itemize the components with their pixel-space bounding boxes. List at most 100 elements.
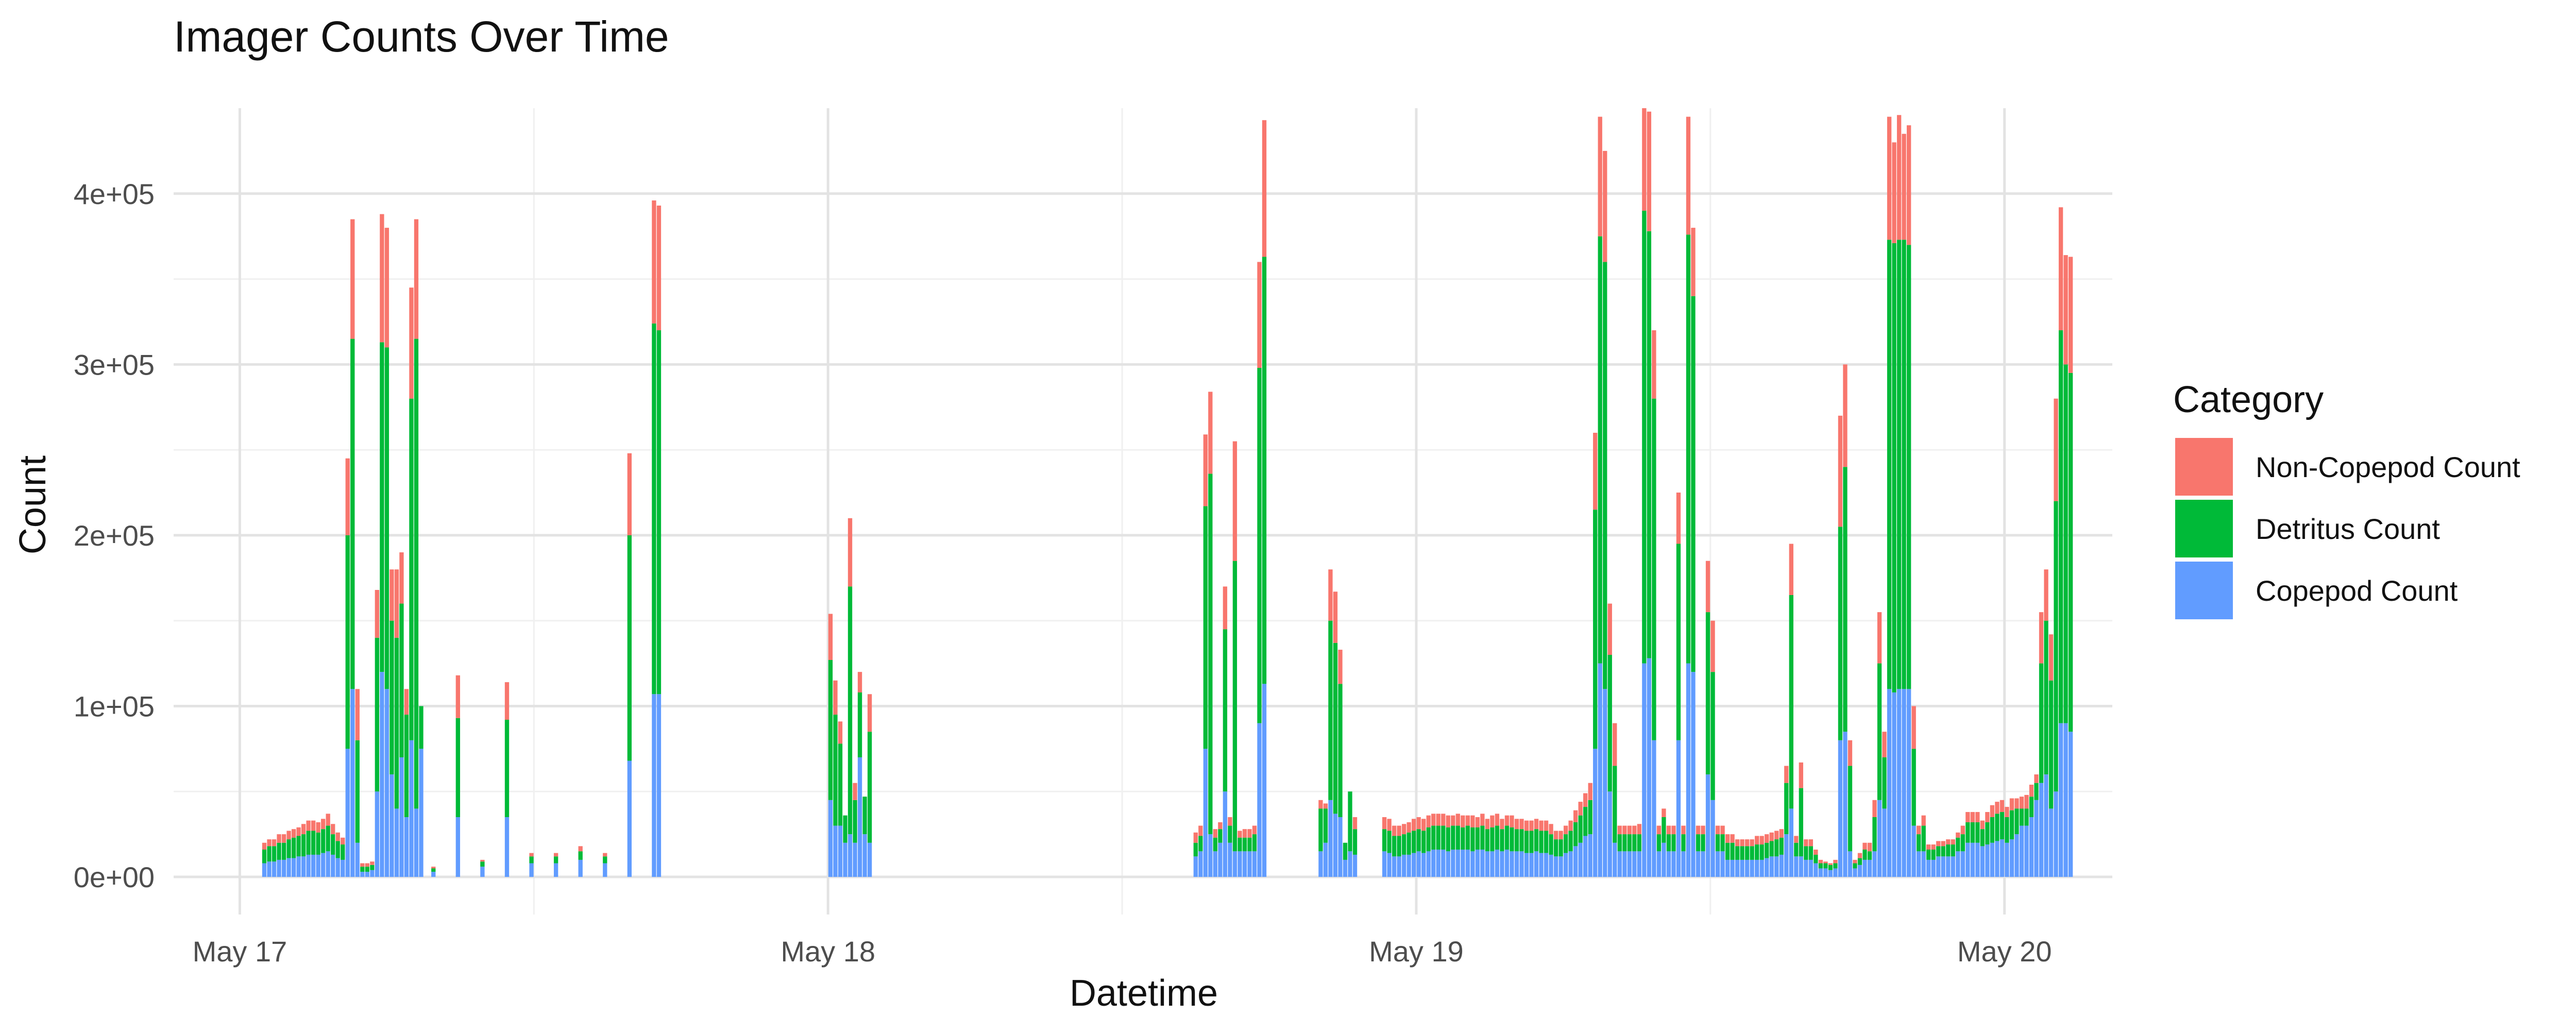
bar-segment-non-copepod-count: [360, 863, 365, 867]
bar-segment-copepod-count: [1242, 851, 1247, 877]
bar-segment-detritus-count: [1906, 245, 1911, 689]
bar-segment-non-copepod-count: [1573, 810, 1578, 822]
bar-segment-copepod-count: [1583, 836, 1588, 877]
bar-segment-copepod-count: [1985, 844, 1990, 877]
bar-segment-non-copepod-count: [1808, 839, 1814, 846]
bar-segment-copepod-count: [1936, 856, 1941, 877]
bar-segment-copepod-count: [389, 774, 394, 877]
minor-gridlines: [174, 108, 2112, 915]
bar-segment-non-copepod-count: [1238, 831, 1242, 838]
bar-segment-non-copepod-count: [2044, 569, 2048, 621]
bar-segment-copepod-count: [1262, 684, 1267, 877]
bar-segment-non-copepod-count: [1975, 812, 1980, 822]
bar-segment-detritus-count: [1416, 829, 1421, 852]
bar-segment-detritus-count: [833, 715, 838, 826]
bar-segment-non-copepod-count: [1504, 815, 1510, 826]
bar-segment-copepod-count: [1686, 663, 1691, 877]
bar-segment-copepod-count: [267, 861, 272, 877]
bar-segment-detritus-count: [1804, 846, 1808, 860]
bar-segment-detritus-count: [1794, 842, 1799, 857]
x-axis-ticks: May 17 May 18 May 19 May 20: [193, 935, 2052, 968]
bar-segment-non-copepod-count: [1534, 819, 1539, 829]
bar-segment-detritus-count: [1198, 836, 1203, 852]
bar-segment-detritus-count: [1485, 829, 1490, 852]
bar-segment-copepod-count: [1588, 834, 1592, 877]
bar-segment-non-copepod-count: [1745, 839, 1750, 846]
legend-label: Detritus Count: [2256, 513, 2440, 545]
bar-segment-detritus-count: [1431, 825, 1436, 850]
bar-segment-non-copepod-count: [1495, 814, 1500, 826]
y-tick-label: 3e+05: [74, 348, 155, 381]
bar-segment-copepod-count: [1666, 851, 1671, 877]
bar-segment-detritus-count: [1656, 834, 1662, 852]
bar-segment-non-copepod-count: [603, 853, 607, 857]
bar-segment-non-copepod-count: [1617, 825, 1622, 835]
bar-segment-non-copepod-count: [1436, 814, 1440, 826]
bar-segment-non-copepod-count: [1490, 815, 1495, 827]
bar-segment-non-copepod-count: [504, 682, 510, 720]
bar-segment-detritus-count: [1257, 367, 1262, 723]
bar-segment-detritus-count: [414, 338, 419, 809]
bar-segment-copepod-count: [857, 757, 862, 877]
bar-segment-copepod-count: [1652, 740, 1656, 877]
bar-segment-detritus-count: [848, 586, 853, 835]
bar-segment-non-copepod-count: [1549, 824, 1553, 835]
x-axis-title: Datetime: [1070, 973, 1218, 1014]
bar-segment-non-copepod-count: [1382, 817, 1387, 829]
bar-segment-non-copepod-count: [394, 569, 399, 638]
legend-key: [2175, 500, 2233, 557]
bar-segment-copepod-count: [1735, 859, 1740, 877]
bar-segment-copepod-count: [1710, 800, 1715, 877]
bar-segment-non-copepod-count: [370, 861, 375, 865]
bar-segment-detritus-count: [1715, 834, 1720, 852]
bar-segment-non-copepod-count: [375, 590, 380, 638]
bar-segment-detritus-count: [1637, 834, 1642, 852]
bar-segment-detritus-count: [1406, 832, 1411, 855]
bar-segment-copepod-count: [1392, 856, 1397, 877]
bar-segment-non-copepod-count: [1524, 820, 1529, 831]
bar-segment-non-copepod-count: [1598, 116, 1602, 236]
bar-segment-non-copepod-count: [1583, 793, 1588, 807]
legend-key: [2175, 438, 2233, 496]
bar-segment-copepod-count: [1549, 854, 1553, 877]
bar-segment-copepod-count: [1593, 749, 1598, 877]
bar-segment-copepod-count: [1691, 672, 1696, 877]
bar-segment-detritus-count: [1681, 834, 1686, 852]
bar-segment-detritus-count: [286, 839, 291, 858]
bar-segment-non-copepod-count: [1681, 825, 1686, 835]
bar-segment-detritus-count: [335, 841, 340, 858]
bar-segment-detritus-count: [1213, 837, 1218, 852]
bar-segment-detritus-count: [1818, 863, 1823, 869]
bar-segment-non-copepod-count: [1828, 863, 1833, 865]
bar-segment-detritus-count: [838, 743, 843, 826]
bar-segment-detritus-count: [1338, 684, 1343, 817]
bar-segment-copepod-count: [277, 859, 281, 877]
bar-segment-detritus-count: [431, 868, 436, 872]
bar-segment-copepod-count: [1232, 851, 1238, 877]
bar-segment-detritus-count: [2048, 680, 2054, 809]
bar-segment-copepod-count: [1838, 740, 1843, 877]
bar-segment-copepod-count: [301, 856, 306, 877]
bar-segment-non-copepod-count: [384, 228, 389, 348]
bar-segment-copepod-count: [1906, 689, 1911, 877]
bar-segment-copepod-count: [1808, 859, 1814, 877]
bar-segment-copepod-count: [1534, 851, 1539, 877]
legend-label: Non-Copepod Count: [2256, 451, 2520, 483]
bar-segment-non-copepod-count: [1544, 820, 1549, 831]
bar-segment-non-copepod-count: [1926, 844, 1931, 850]
bar-segment-copepod-count: [1701, 851, 1705, 877]
bar-segment-detritus-count: [1247, 837, 1252, 852]
bar-segment-non-copepod-count: [306, 820, 311, 831]
bar-segment-copepod-count: [1862, 859, 1867, 877]
bar-segment-non-copepod-count: [1563, 825, 1568, 835]
bar-segment-detritus-count: [1666, 834, 1671, 852]
bar-segment-detritus-count: [1232, 561, 1238, 852]
bar-segment-non-copepod-count: [1338, 650, 1343, 684]
bar-segment-non-copepod-count: [331, 824, 335, 835]
bar-segment-detritus-count: [1701, 834, 1705, 852]
bar-segment-copepod-count: [867, 842, 872, 877]
bar-segment-detritus-count: [1242, 837, 1247, 852]
bar-segment-detritus-count: [1902, 240, 1906, 689]
y-tick-label: 0e+00: [74, 861, 155, 893]
bar-segment-detritus-count: [360, 867, 365, 872]
